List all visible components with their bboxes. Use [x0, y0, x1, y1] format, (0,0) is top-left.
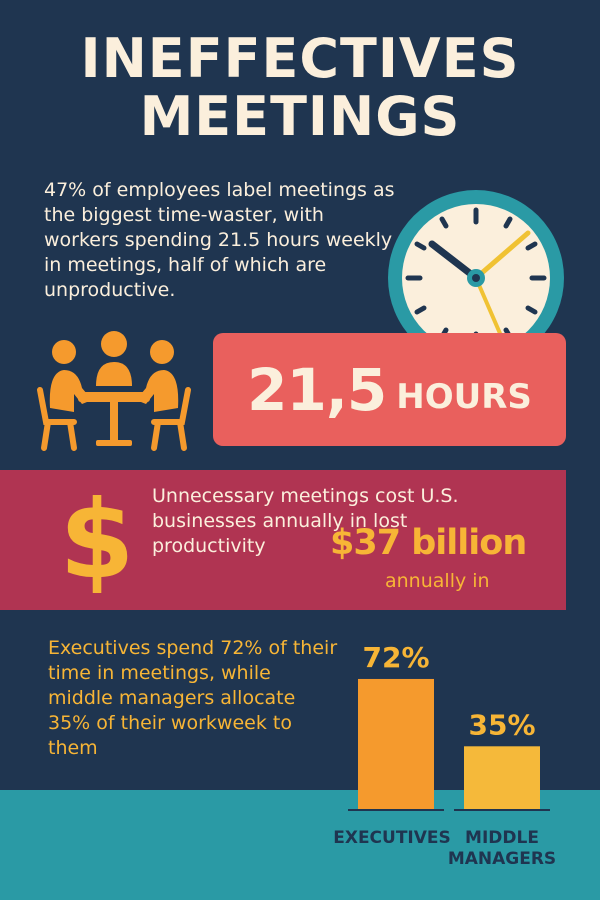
executives-text: Executives spend 72% of their time in me…: [48, 637, 338, 759]
title-line-2: MEETINGS: [139, 85, 461, 148]
hours-callout: 21,5 HOURS: [213, 333, 566, 446]
cost-band: [0, 470, 566, 610]
bar-middle-managers: [464, 746, 540, 810]
page-title: INEFFECTIVES MEETINGS: [0, 30, 600, 146]
cost-text: Unnecessary meetings cost U.S. businesse…: [152, 485, 459, 557]
hours-unit: HOURS: [396, 376, 532, 417]
cost-amount: $37 billion: [330, 523, 527, 563]
dollar-icon: $: [59, 478, 135, 603]
hours-number: 21,5: [247, 355, 387, 424]
meeting-people-icon: [37, 331, 191, 451]
intro-text: 47% of employees label meetings as the b…: [44, 179, 395, 301]
clock-icon: [388, 190, 564, 366]
bar-value-label: 35%: [468, 708, 535, 741]
category-label: EXECUTIVES: [333, 828, 451, 848]
bar-executives: [358, 678, 434, 810]
bar-chart: 72% EXECUTIVES 35% MIDDLE MANAGERS: [333, 641, 556, 869]
bar-value-label: 72%: [362, 641, 429, 674]
cost-sub: annually in: [385, 570, 490, 592]
category-label: MIDDLE MANAGERS: [448, 828, 556, 869]
title-line-1: INEFFECTIVES: [80, 27, 520, 90]
